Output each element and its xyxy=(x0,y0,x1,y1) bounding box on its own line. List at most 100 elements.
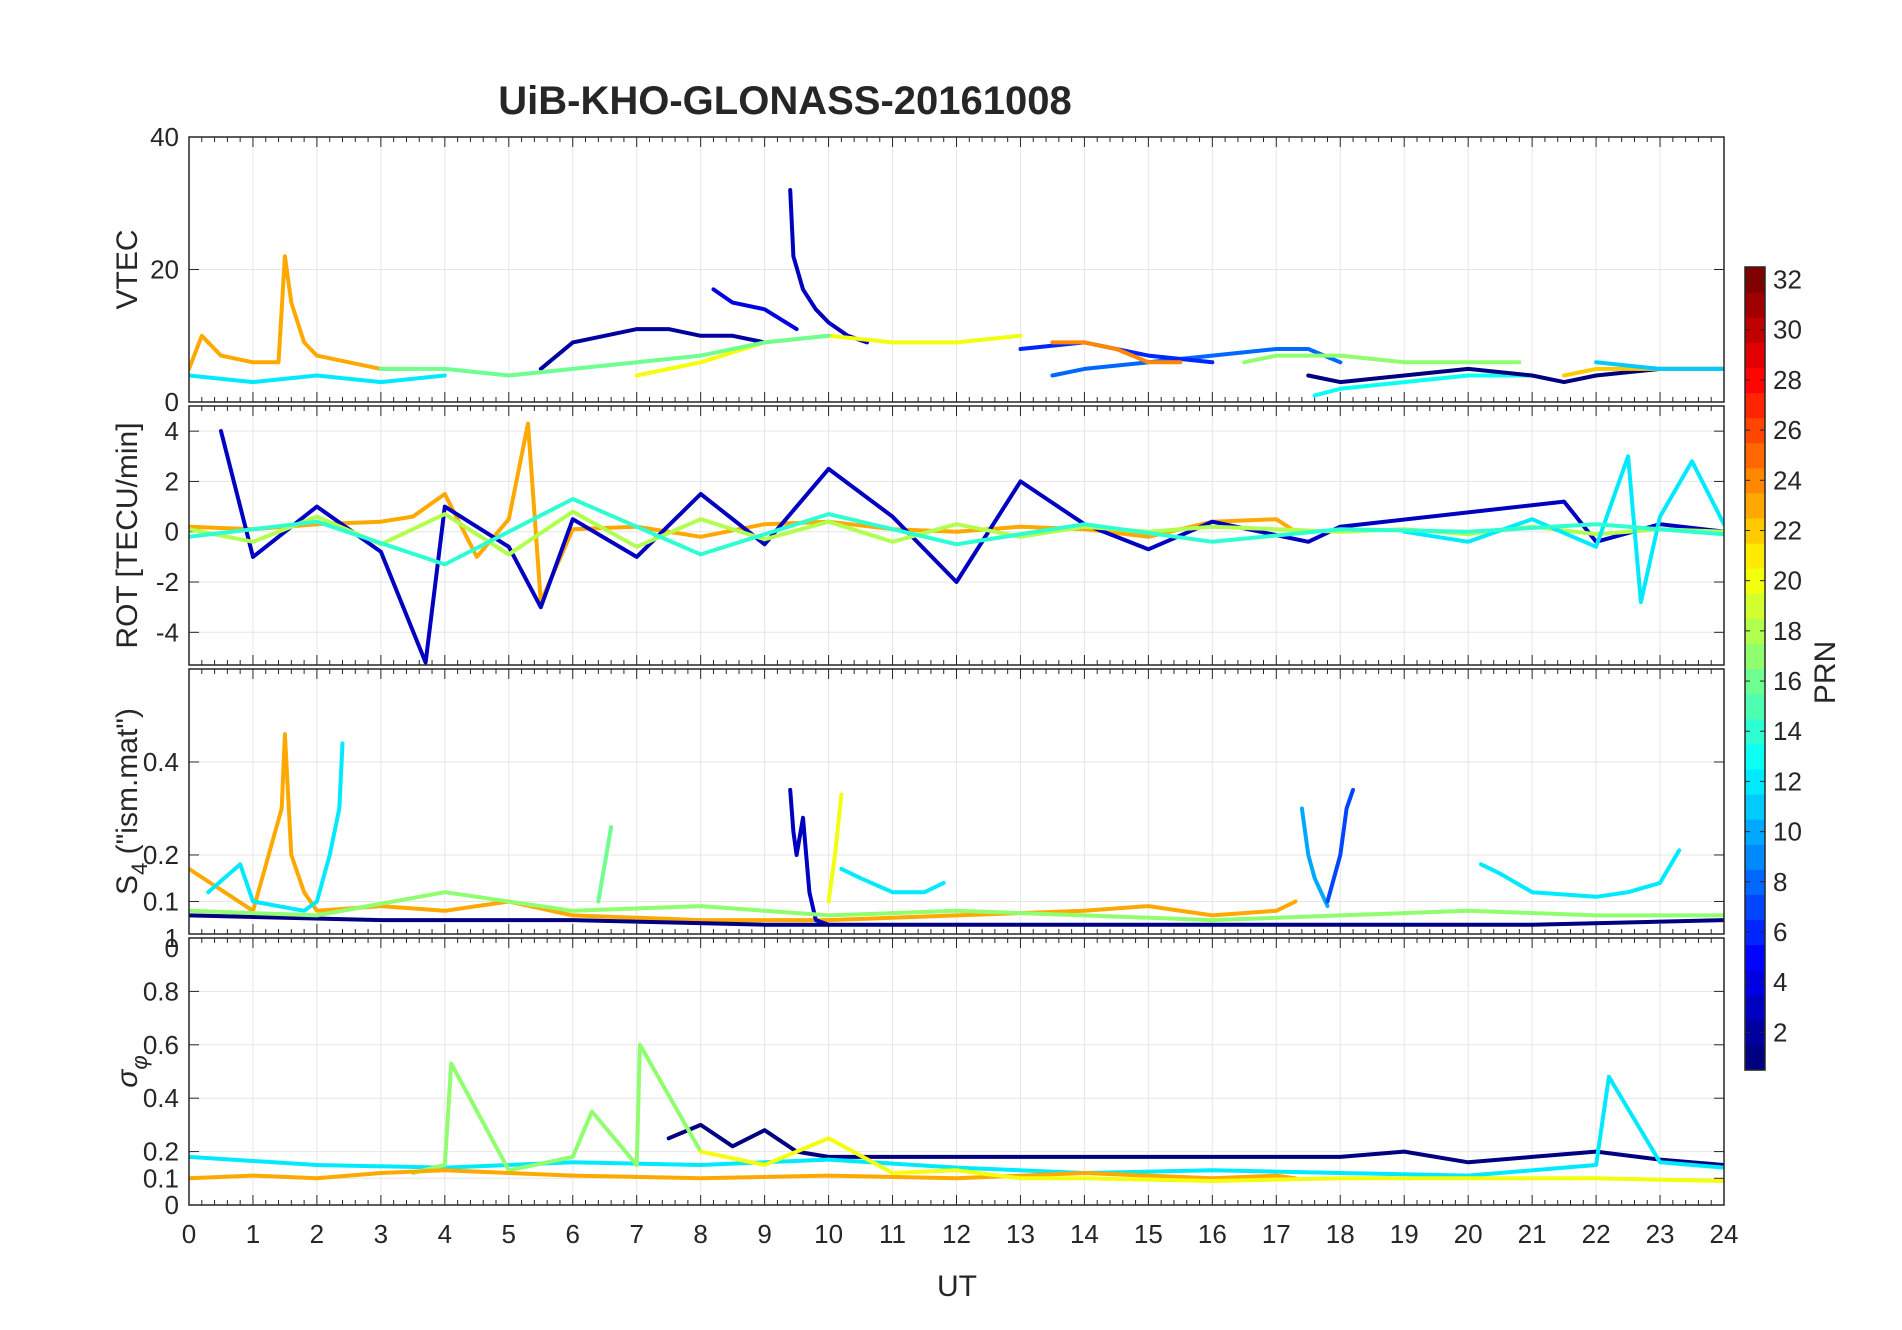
colorbar-segment xyxy=(1745,844,1765,870)
colorbar-frame xyxy=(1744,266,1766,1071)
x-tick-label: 23 xyxy=(1646,1219,1675,1249)
panel-vtec-series-group xyxy=(189,188,1724,398)
chart-title: UiB-KHO-GLONASS-20161008 xyxy=(498,79,1072,123)
x-tick-label: 0 xyxy=(182,1219,196,1249)
colorbar-label: PRN xyxy=(1809,641,1842,704)
panel-sigma-series-group xyxy=(189,1042,1724,1183)
x-tick-label: 6 xyxy=(566,1219,580,1249)
panel-vtec: 0 20 40 VTEC xyxy=(111,122,1725,417)
panel-s4-series-prn-12-4 xyxy=(839,866,946,895)
colorbar-tick-label: 4 xyxy=(1773,967,1787,997)
x-tick-label: 5 xyxy=(502,1219,516,1249)
x-tick-label: 13 xyxy=(1006,1219,1035,1249)
panel-vtec-series-prn-8-6 xyxy=(1050,347,1343,378)
panel-sigma-series-prn-23-3 xyxy=(189,1168,1298,1181)
colorbar-tick-label: 24 xyxy=(1773,465,1802,495)
panel-s4-series-prn-16-8 xyxy=(596,825,614,904)
colorbar-segment xyxy=(1745,718,1765,745)
panel-vtec-series-prn-1-9 xyxy=(1306,366,1724,385)
panel-s4-series-prn-7-6 xyxy=(1325,787,1355,904)
panel-vtec-series-prn-23-0 xyxy=(189,254,415,371)
colorbar-segment xyxy=(1745,342,1765,368)
colorbar-segment xyxy=(1745,292,1765,318)
panel-rot-series-prn-14-4 xyxy=(189,497,1724,567)
panel-rot-frame xyxy=(188,405,1725,666)
colorbar-tick-label: 18 xyxy=(1773,616,1802,646)
colorbar-segment xyxy=(1745,894,1765,921)
panel-s4-series-prn-17-10 xyxy=(189,890,1724,923)
panel-s4: 0 0.1 0.2 0.4S4 ("ism.mat") xyxy=(111,668,1725,963)
panel-rot-ytick-label: -2 xyxy=(156,567,179,597)
panel-rot-series-group xyxy=(189,421,1724,665)
panel-s4-ytick-label: 0.1 xyxy=(143,886,179,916)
panel-vtec-series-prn-24-13 xyxy=(1050,340,1183,365)
panel-vtec-series-prn-13-7 xyxy=(1312,373,1535,398)
panel-vtec-ytick-label: 40 xyxy=(150,122,179,152)
x-tick-label: 10 xyxy=(814,1219,843,1249)
x-axis-tick-labels: 0 1 2 3 4 5 6 7 8 9 10 11 12 13 14 15 16 17 18 19 20 21 22 23 24 xyxy=(182,1219,1739,1249)
colorbar-segment xyxy=(1745,568,1765,594)
colorbar-tick-label: 30 xyxy=(1773,315,1802,345)
panel-s4-ytick-label: 0 xyxy=(165,933,179,963)
panel-rot-ytick-label: -4 xyxy=(156,617,179,647)
colorbar-segment xyxy=(1745,768,1765,795)
colorbar-segment xyxy=(1745,417,1765,444)
colorbar-segment xyxy=(1745,492,1765,519)
colorbar-segment xyxy=(1745,467,1765,494)
panel-vtec-series-prn-12-10 xyxy=(189,373,447,385)
panel-rot-series-prn-18-2 xyxy=(189,509,1724,557)
colorbar-segment xyxy=(1745,693,1765,720)
x-tick-label: 14 xyxy=(1070,1219,1099,1249)
colorbar-tick-label: 12 xyxy=(1773,766,1802,796)
panel-rot-ytick-label: 4 xyxy=(165,416,179,446)
x-axis-label: UT xyxy=(937,1270,977,1303)
colorbar-segment xyxy=(1745,517,1765,544)
panel-sigma-ytick-label: 1 xyxy=(165,923,179,953)
colorbar-segment xyxy=(1745,869,1765,895)
colorbar-tick-label: 8 xyxy=(1773,867,1787,897)
x-tick-label: 18 xyxy=(1326,1219,1355,1249)
panel-sigma-ytick-label: 0.1 xyxy=(143,1163,179,1193)
x-tick-label: 16 xyxy=(1198,1219,1227,1249)
colorbar-segment xyxy=(1745,793,1765,820)
x-tick-label: 3 xyxy=(374,1219,388,1249)
panel-rot-series-prn-3-1 xyxy=(219,429,1724,665)
x-tick-label: 12 xyxy=(942,1219,971,1249)
panel-vtec-series-prn-4-1 xyxy=(711,287,799,332)
x-tick-label: 19 xyxy=(1390,1219,1419,1249)
panel-vtec-ylabel: VTEC xyxy=(111,229,144,309)
panel-s4-ylabel: S4 ("ism.mat") xyxy=(111,708,152,895)
colorbar-tick-label: 28 xyxy=(1773,365,1802,395)
colorbar-tick-label: 2 xyxy=(1773,1017,1787,1047)
colorbar-segment xyxy=(1745,994,1765,1021)
colorbar-segment xyxy=(1745,367,1765,394)
panel-s4-series-prn-3-2 xyxy=(788,787,831,927)
panel-s4-series-prn-20-3 xyxy=(826,792,844,904)
colorbar-segment xyxy=(1745,743,1765,770)
panel-rot: -4 -2 0 2 4 ROT [TECU/min] xyxy=(111,405,1725,666)
colorbar-segment xyxy=(1745,392,1765,419)
colorbar-segment xyxy=(1745,317,1765,343)
panel-vtec-ytick-label: 0 xyxy=(165,387,179,417)
colorbar-segment xyxy=(1745,643,1765,670)
panel-s4-frame xyxy=(188,668,1725,935)
panel-s4-series-prn-10-5 xyxy=(1299,806,1330,909)
panel-s4-series-prn-12-1 xyxy=(206,741,345,913)
x-tick-label: 1 xyxy=(246,1219,260,1249)
panel-vtec-series-prn-2-3 xyxy=(538,327,767,371)
panel-rot-ylabel: ROT [TECU/min] xyxy=(111,422,144,648)
colorbar-tick-label: 26 xyxy=(1773,415,1802,445)
x-tick-label: 15 xyxy=(1134,1219,1163,1249)
panel-sigma-ytick-label: 0.6 xyxy=(143,1030,179,1060)
x-tick-label: 7 xyxy=(629,1219,643,1249)
colorbar-segment xyxy=(1745,543,1765,569)
panel-s4-ytick-label: 0.4 xyxy=(143,747,179,777)
x-tick-label: 20 xyxy=(1454,1219,1483,1249)
x-tick-label: 11 xyxy=(879,1219,906,1249)
x-tick-label: 21 xyxy=(1518,1219,1547,1249)
panel-rot-ytick-label: 0 xyxy=(165,517,179,547)
panel-vtec-frame xyxy=(188,136,1725,403)
colorbar-segment xyxy=(1745,969,1765,996)
